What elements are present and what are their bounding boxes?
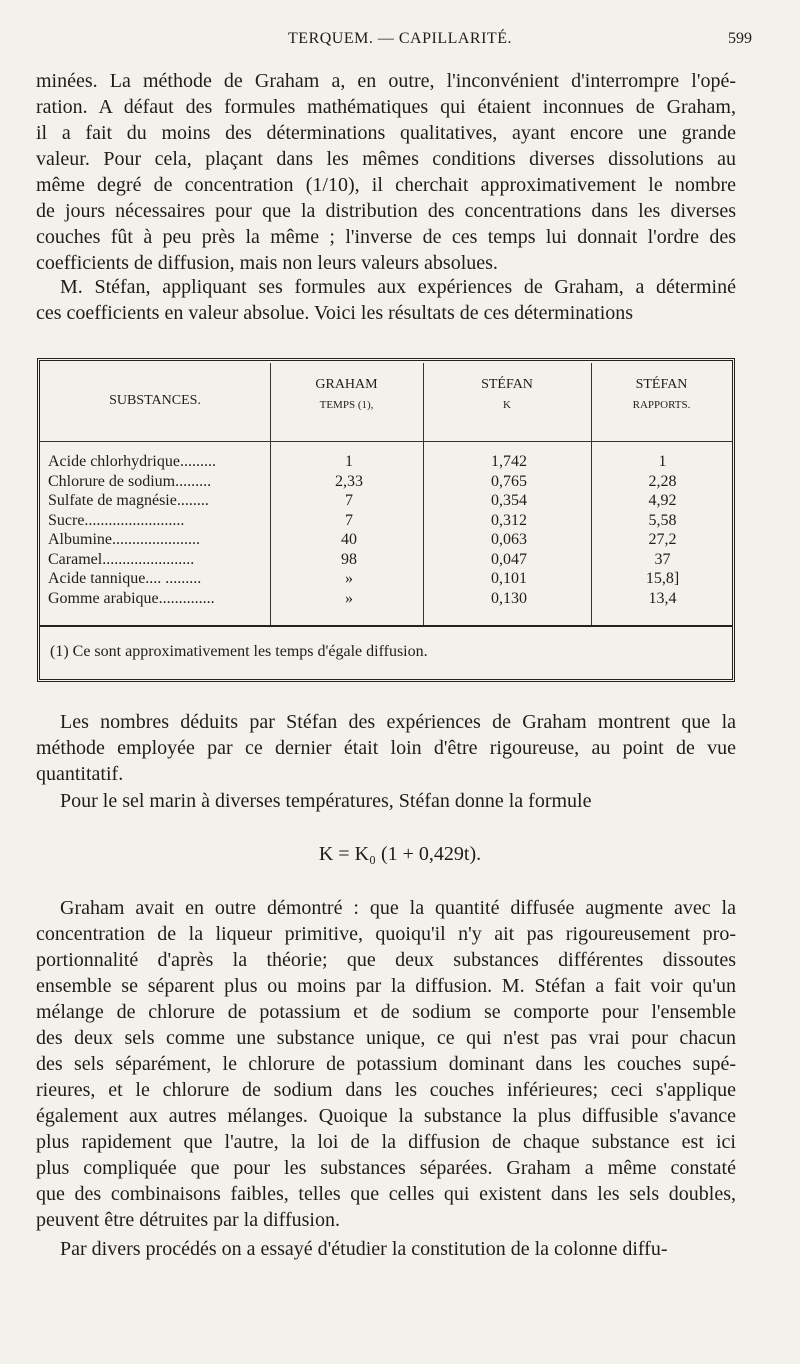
text-line: coefficients de diffusion, mais non leur…: [36, 252, 498, 274]
text-line: que des combinaisons faibles, telles que…: [36, 1183, 736, 1205]
table-row: Acide chlorhydrique......... 1 1,742 1: [40, 452, 732, 471]
text-line: ces coefficients en valeur absolue. Voic…: [36, 302, 634, 324]
substance-cell: Caramel.......................: [48, 550, 195, 568]
stefan-rapport-cell: 5,58: [648, 511, 677, 529]
text-line: rieures, et le chlorure de sodium dans l…: [36, 1079, 736, 1101]
text-line: également aux autres mélanges. Quoique l…: [36, 1105, 736, 1127]
table-row: Gomme arabique.............. » 0,130 13,4: [40, 589, 732, 608]
text-line: méthode employée par ce dernier était lo…: [36, 737, 736, 759]
column-rule: [591, 363, 592, 625]
stefan-rapport-cell: 15,8]: [645, 570, 680, 587]
table-row: Chlorure de sodium......... 2,33 0,765 2,28: [40, 472, 732, 491]
text-line: plus rapidement que l'autre, la loi de l…: [36, 1131, 736, 1153]
text-line: Graham avait en outre démontré : que la …: [60, 897, 736, 919]
table-row: Caramel....................... 98 0,047 37: [40, 550, 732, 569]
text-line: quantitatif.: [36, 763, 124, 785]
header-substances: SUBSTANCES.: [109, 393, 201, 408]
graham-temps-cell: 98: [341, 550, 357, 568]
table-row: Sucre......................... 7 0,312 5,58: [40, 511, 732, 530]
table-row: Albumine...................... 40 0,063 27,…: [40, 530, 732, 549]
substance-cell: Gomme arabique..............: [48, 589, 215, 607]
stefan-k-cell: 0,130: [491, 589, 527, 607]
table-bottom-rule: [40, 625, 732, 627]
table-row: Acide tannique.... ......... » 0,101 15,8]: [40, 569, 732, 588]
header-stefan-rapports: STÉFAN RAPPORTS.: [632, 377, 691, 411]
text-line: ration. A défaut des formules mathématiq…: [36, 96, 736, 118]
text-line: peuvent être détruites par la diffusion.: [36, 1209, 340, 1231]
stefan-rapport-cell: 1: [658, 453, 667, 470]
substance-cell: Chlorure de sodium.........: [48, 472, 212, 490]
stefan-k-cell: 0,063: [491, 531, 527, 548]
graham-temps-cell: »: [345, 570, 353, 587]
text-line: portionnalité d'après la théorie; que de…: [36, 949, 736, 971]
graham-temps-cell: 7: [345, 492, 353, 509]
text-line: plus compliquée que pour les substances …: [36, 1157, 736, 1179]
substance-cell: Sulfate de magnésie........: [48, 492, 209, 509]
text-line: Par divers procédés on a essayé d'étudie…: [60, 1238, 668, 1260]
stefan-k-cell: 0,354: [491, 492, 527, 509]
stefan-rapport-cell: 37: [654, 550, 671, 568]
graham-temps-cell: 1: [345, 453, 353, 470]
graham-temps-cell: 7: [345, 511, 353, 529]
formula: K = K₀ (1 + 0,429t).: [318, 843, 482, 865]
table-row: Sulfate de magnésie........ 7 0,354 4,92: [40, 491, 732, 510]
text-line: concentration de la liqueur primitive, q…: [36, 923, 736, 945]
graham-temps-cell: 40: [341, 531, 357, 548]
text-line: M. Stéfan, appliquant ses formules aux e…: [60, 276, 736, 298]
text-line: ensemble se séparent plus ou moins par l…: [36, 975, 736, 997]
text-line: Pour le sel marin à diverses température…: [60, 790, 592, 812]
text-line: des sels séparément, le chlorure de pota…: [36, 1053, 736, 1075]
stefan-k-cell: 0,101: [491, 570, 527, 587]
graham-temps-cell: 2,33: [335, 472, 363, 490]
header-stefan-k: STÉFAN K: [481, 377, 533, 411]
running-title: TERQUEM. — CAPILLARITÉ.: [288, 30, 512, 47]
substance-cell: Albumine......................: [48, 531, 200, 548]
text-line: minées. La méthode de Graham a, en outre…: [36, 70, 736, 92]
text-line: mélange de chlorure de potassium et de s…: [36, 1001, 736, 1023]
stefan-k-cell: 0,047: [491, 550, 527, 568]
stefan-k-cell: 0,765: [491, 472, 527, 490]
header-graham: GRAHAM TEMPS (1),: [315, 377, 378, 411]
text-line: couches fût à peu près la même ; l'inver…: [36, 226, 736, 248]
diffusion-table: SUBSTANCES. GRAHAM TEMPS (1), STÉFAN K STÉ…: [37, 358, 735, 682]
graham-temps-cell: »: [345, 589, 353, 607]
stefan-rapport-cell: 2,28: [648, 472, 677, 490]
text-line: même degré de concentration (1/10), il c…: [36, 174, 736, 196]
text-line: de jours nécessaires pour que la distrib…: [36, 200, 736, 222]
text-line: valeur. Pour cela, plaçant dans les même…: [36, 148, 736, 170]
stefan-k-cell: 1,742: [491, 453, 527, 470]
substance-cell: Sucre.........................: [48, 511, 185, 529]
text-line: Les nombres déduits par Stéfan des expér…: [60, 711, 736, 733]
column-rule: [423, 363, 424, 625]
stefan-rapport-cell: 4,92: [648, 492, 677, 509]
table-footnote: (1) Ce sont approximativement les temps …: [50, 643, 428, 660]
stefan-rapport-cell: 27,2: [648, 531, 677, 548]
column-rule: [270, 363, 271, 625]
stefan-rapport-cell: 13,4: [648, 589, 677, 607]
page-number: 599: [728, 30, 752, 47]
substance-cell: Acide tannique.... .........: [48, 570, 202, 587]
header-rule: [40, 441, 732, 442]
substance-cell: Acide chlorhydrique.........: [48, 453, 216, 470]
text-line: des deux sels comme une substance unique…: [36, 1027, 736, 1049]
stefan-k-cell: 0,312: [491, 511, 527, 529]
text-line: il a fait du moins des déterminations qu…: [36, 122, 736, 144]
